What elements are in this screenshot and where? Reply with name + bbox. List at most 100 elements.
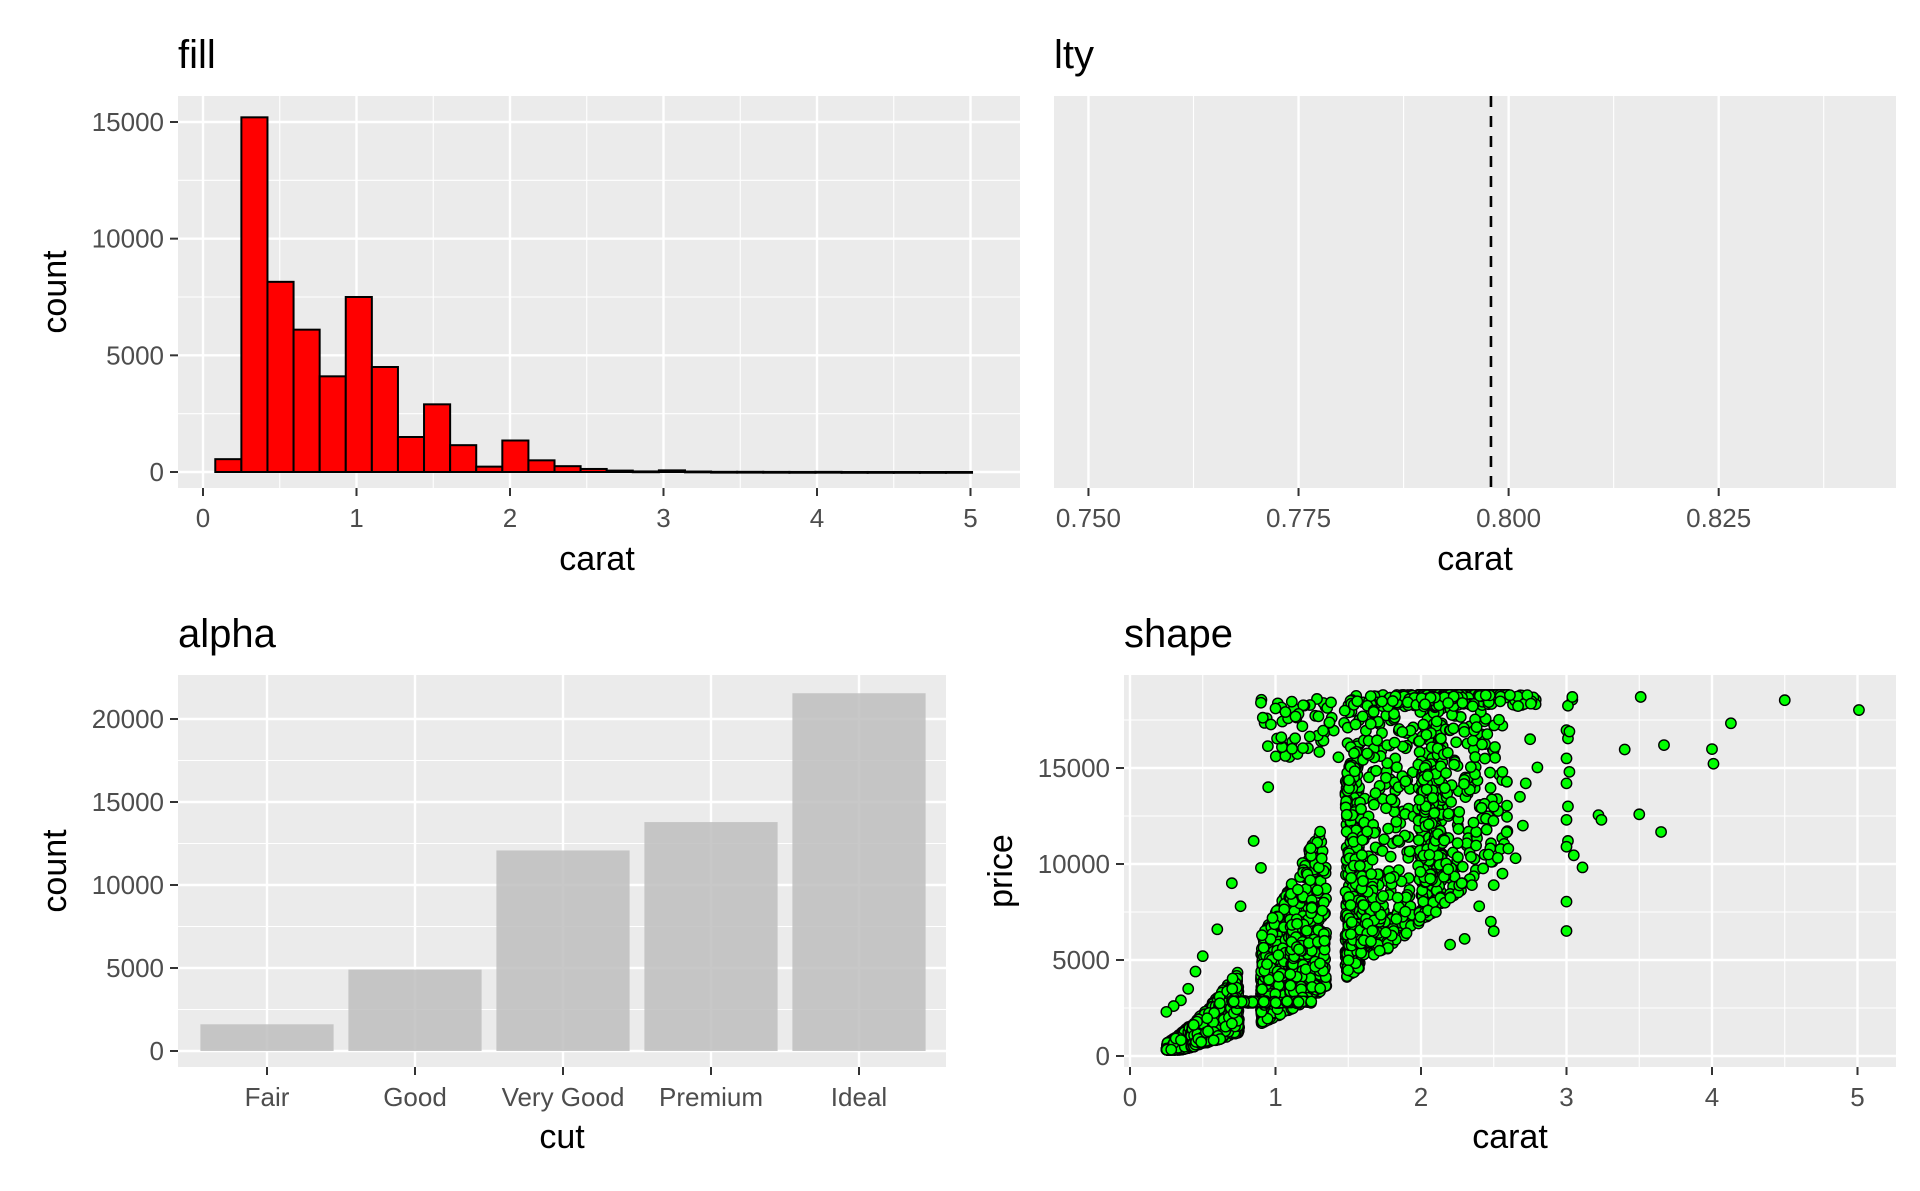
x-tick-label: 0 bbox=[196, 503, 210, 533]
scatter-point bbox=[1658, 739, 1670, 751]
scatter-point bbox=[1725, 717, 1737, 730]
scatter-point bbox=[1524, 733, 1537, 746]
scatter-point bbox=[1634, 691, 1647, 703]
histogram-bar bbox=[605, 469, 634, 474]
y-tick-label: 0 bbox=[150, 1036, 164, 1066]
bar bbox=[496, 850, 630, 1051]
scatter-point bbox=[1367, 706, 1380, 718]
y-axis: 0 5000 10000 15000 bbox=[92, 107, 178, 487]
scatter-point bbox=[1348, 765, 1361, 778]
histogram-bar bbox=[579, 467, 608, 474]
histogram-bar bbox=[423, 403, 452, 474]
y-tick-label: 0 bbox=[1096, 1041, 1110, 1071]
x-tick-label: 2 bbox=[503, 503, 517, 533]
y-tick-label: 15000 bbox=[1038, 753, 1110, 783]
scatter-point bbox=[1234, 900, 1247, 913]
gridlines bbox=[1087, 96, 1825, 488]
scatter-point bbox=[1445, 796, 1457, 808]
x-tick-label: 0.750 bbox=[1056, 503, 1121, 533]
scatter-point bbox=[1303, 730, 1316, 743]
x-axis-title: carat bbox=[559, 540, 635, 578]
histogram-bar bbox=[292, 328, 321, 473]
scatter-point bbox=[1560, 925, 1573, 937]
histogram-bar bbox=[918, 471, 947, 474]
scatter-point bbox=[1413, 746, 1426, 758]
histogram-bar bbox=[683, 470, 713, 474]
scatter-point bbox=[1351, 695, 1364, 708]
scatter-point bbox=[1493, 713, 1505, 726]
scatter-point bbox=[1369, 787, 1382, 800]
x-axis: 0 1 2 3 4 5 bbox=[1123, 1067, 1865, 1112]
y-axis: 0 5000 10000 15000 20000 bbox=[92, 704, 178, 1066]
scatter-point bbox=[1286, 742, 1298, 755]
scatter-point bbox=[1338, 704, 1351, 717]
x-tick-label: 4 bbox=[1705, 1082, 1719, 1112]
x-tick-label: 0.775 bbox=[1266, 503, 1331, 533]
scatter-point bbox=[1345, 916, 1358, 929]
histogram-bar bbox=[657, 469, 686, 474]
scatter-point bbox=[1269, 702, 1282, 715]
scatter-point bbox=[1266, 912, 1279, 924]
bar bbox=[792, 693, 926, 1051]
histogram-bar bbox=[840, 470, 869, 474]
scatter-point bbox=[1563, 765, 1576, 778]
x-tick-label: 3 bbox=[656, 503, 670, 533]
scatter-point bbox=[1361, 747, 1374, 760]
scatter-point bbox=[1344, 928, 1357, 941]
scatter-point bbox=[1281, 995, 1294, 1008]
scatter-point bbox=[1396, 726, 1409, 738]
scatter-point bbox=[1340, 808, 1353, 821]
scatter-point bbox=[1516, 819, 1529, 832]
histogram-bar bbox=[344, 296, 373, 473]
scatter-point bbox=[1458, 778, 1470, 790]
scatter-point bbox=[1512, 700, 1524, 712]
scatter-point bbox=[1364, 690, 1377, 703]
scatter-point bbox=[1400, 927, 1413, 940]
scatter-point bbox=[1386, 695, 1399, 707]
scatter-point bbox=[1455, 877, 1468, 890]
scatter-point bbox=[1707, 757, 1720, 770]
scatter-point bbox=[1496, 867, 1509, 880]
scatter-point bbox=[1225, 1017, 1238, 1030]
bar bbox=[348, 969, 482, 1051]
histogram-bar bbox=[736, 470, 765, 474]
scatter-point bbox=[1481, 728, 1494, 741]
scatter-point bbox=[1299, 963, 1312, 976]
scatter-point bbox=[1466, 700, 1479, 713]
scatter-point bbox=[1467, 816, 1480, 829]
scatter-point bbox=[1384, 872, 1397, 885]
scatter-point bbox=[1519, 777, 1532, 790]
y-axis-title: count bbox=[36, 250, 74, 334]
scatter-point bbox=[1479, 752, 1491, 765]
x-tick-label: 1 bbox=[1268, 1082, 1282, 1112]
scatter-point bbox=[1342, 954, 1355, 967]
scatter-point bbox=[1292, 996, 1305, 1008]
y-tick-label: 20000 bbox=[92, 704, 164, 734]
x-tick-label: 1 bbox=[349, 503, 363, 533]
scatter-point bbox=[1563, 725, 1576, 738]
histogram-bar bbox=[527, 459, 556, 474]
histogram-bar bbox=[396, 436, 426, 473]
scatter-point bbox=[1354, 859, 1366, 872]
histogram-bar bbox=[318, 375, 347, 474]
scatter-point bbox=[1377, 890, 1390, 902]
scatter-point bbox=[1269, 996, 1282, 1009]
panel-title-shape: shape bbox=[1124, 612, 1233, 656]
histogram-bar bbox=[944, 470, 974, 474]
scatter-point bbox=[1633, 808, 1646, 821]
scatter-point bbox=[1300, 924, 1313, 937]
scatter-point bbox=[1316, 904, 1329, 917]
y-tick-label: 15000 bbox=[92, 107, 164, 137]
panel-shape: shape 0 1 2 3 4 5 0 5000 10000 15000 car… bbox=[982, 612, 1896, 1156]
scatter-point bbox=[1484, 766, 1496, 779]
scatter-point bbox=[1420, 783, 1433, 796]
scatter-point bbox=[1272, 970, 1285, 983]
scatter-point bbox=[1422, 818, 1435, 831]
x-tick-label: Premium bbox=[659, 1082, 763, 1112]
histogram-bar bbox=[866, 470, 895, 474]
scatter-point bbox=[1423, 848, 1436, 861]
scatter-point bbox=[1595, 813, 1608, 826]
scatter-point bbox=[1305, 995, 1318, 1008]
scatter-point bbox=[1403, 845, 1416, 858]
x-tick-label: 0 bbox=[1123, 1082, 1137, 1112]
